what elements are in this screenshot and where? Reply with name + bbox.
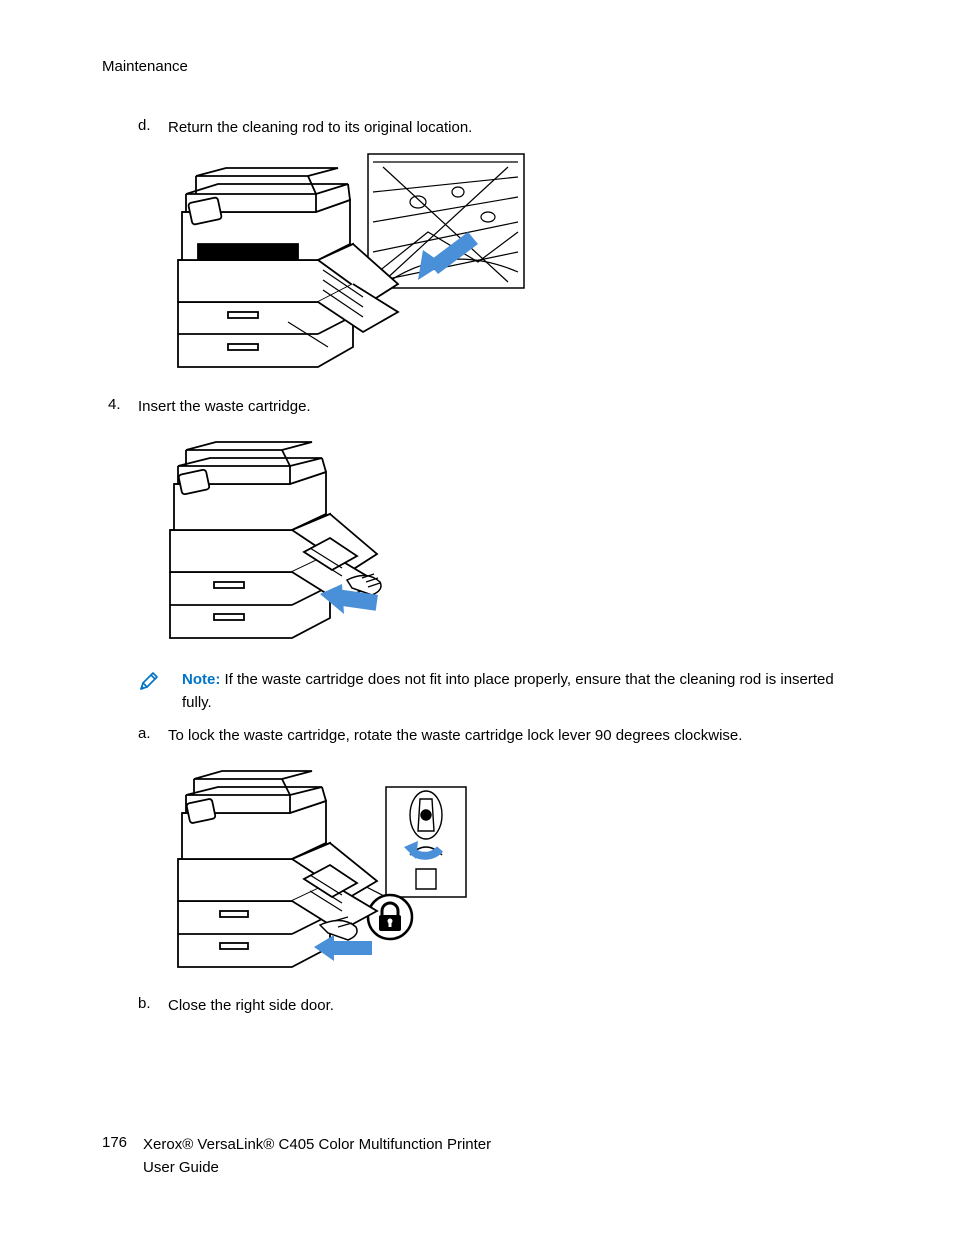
step-4: 4. Insert the waste cartridge.: [108, 396, 854, 419]
note-text: If the waste cartridge does not fit into…: [182, 671, 834, 711]
pencil-note-icon: [138, 668, 182, 696]
step-b: b. Close the right side door.: [138, 995, 854, 1018]
step-d-text: Return the cleaning rod to its original …: [168, 117, 854, 140]
figure-1-container: [168, 152, 854, 382]
step-a-text: To lock the waste cartridge, rotate the …: [168, 725, 854, 748]
footer-doc-type: User Guide: [143, 1157, 491, 1180]
section-header: Maintenance: [102, 58, 854, 75]
footer-product-line: Xerox® VersaLink® C405 Color Multifuncti…: [143, 1134, 491, 1157]
step-4-marker: 4.: [108, 396, 138, 413]
step-a: a. To lock the waste cartridge, rotate t…: [138, 725, 854, 748]
step-d-marker: d.: [138, 117, 168, 134]
figure-2-insert-waste-cartridge: [162, 430, 390, 648]
figure-1-printer-cleaning-rod: [168, 152, 526, 378]
figure-2-container: [162, 430, 854, 652]
note-label: Note:: [182, 671, 220, 688]
footer-text: Xerox® VersaLink® C405 Color Multifuncti…: [143, 1134, 491, 1179]
figure-3-container: [172, 759, 854, 981]
step-b-marker: b.: [138, 995, 168, 1012]
step-a-marker: a.: [138, 725, 168, 742]
figure-3-lock-waste-cartridge: [172, 759, 472, 977]
step-b-text: Close the right side door.: [168, 995, 854, 1018]
step-4-text: Insert the waste cartridge.: [138, 396, 854, 419]
step-d: d. Return the cleaning rod to its origin…: [138, 117, 854, 140]
page-number: 176: [102, 1134, 127, 1151]
note-block: Note: If the waste cartridge does not fi…: [138, 668, 854, 715]
document-page: Maintenance d. Return the cleaning rod t…: [0, 0, 954, 1235]
page-footer: 176 Xerox® VersaLink® C405 Color Multifu…: [102, 1134, 491, 1179]
note-body: Note: If the waste cartridge does not fi…: [182, 668, 854, 715]
